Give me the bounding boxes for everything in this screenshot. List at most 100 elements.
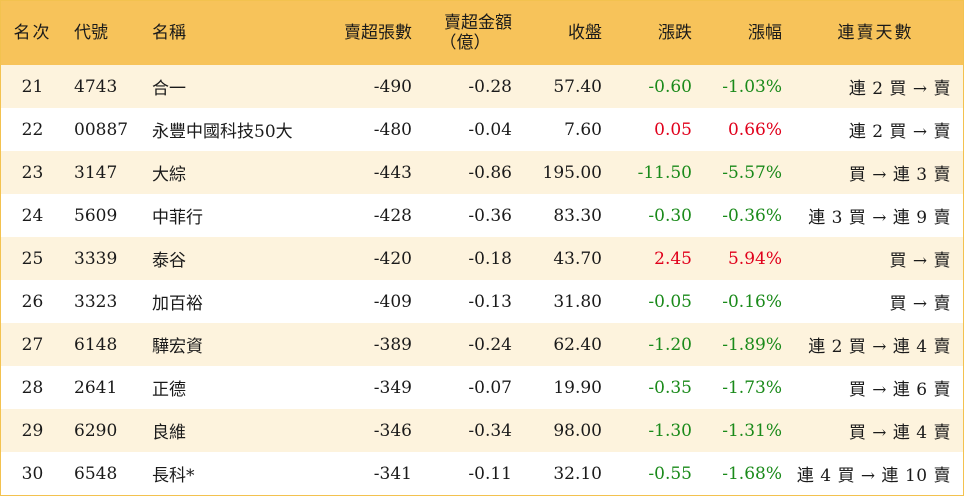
cell-change-pct: -1.73%	[722, 377, 782, 398]
cell-change: -1.20	[648, 334, 692, 355]
cell-name: 良維	[152, 423, 186, 443]
header-name: 名稱	[152, 23, 186, 43]
cell-streak: 買 → 賣	[889, 294, 951, 314]
table-row: 29 6290 良維 -346 -0.34 98.00 -1.30 -1.31% 買 → 連 4…	[1, 409, 963, 452]
cell-close: 7.60	[564, 119, 602, 140]
cell-rank: 22	[21, 119, 44, 140]
cell-net-sell-amount: -0.34	[468, 420, 512, 441]
header-net-sell-lots: 賣超張數	[344, 23, 412, 43]
cell-streak: 買 → 賣	[889, 251, 951, 271]
cell-change: -0.55	[648, 463, 692, 484]
cell-name: 合一	[152, 79, 186, 99]
table-row: 21 4743 合一 -490 -0.28 57.40 -0.60 -1.03% 連 2 買 →…	[1, 65, 963, 108]
cell-net-sell-amount: -0.86	[468, 162, 512, 183]
cell-streak: 買 → 連 6 賣	[848, 380, 951, 400]
cell-change-pct: -1.31%	[722, 420, 782, 441]
cell-net-sell-lots: -490	[373, 76, 412, 97]
cell-close: 19.90	[553, 377, 602, 398]
cell-net-sell-amount: -0.18	[468, 248, 512, 269]
cell-streak: 連 2 買 → 賣	[848, 79, 951, 99]
cell-change: -0.35	[648, 377, 692, 398]
header-change-pct: 漲幅	[748, 23, 782, 43]
cell-name: 正德	[152, 380, 186, 400]
cell-name: 加百裕	[152, 294, 203, 314]
cell-change: -1.30	[648, 420, 692, 441]
cell-net-sell-lots: -389	[373, 334, 412, 355]
cell-streak: 連 3 買 → 連 9 賣	[808, 208, 951, 228]
cell-change: -0.30	[648, 205, 692, 226]
cell-change-pct: -0.36%	[722, 205, 782, 226]
cell-change-pct: -1.68%	[722, 463, 782, 484]
cell-change: -0.05	[648, 291, 692, 312]
cell-close: 62.40	[553, 334, 602, 355]
cell-change-pct: -0.16%	[722, 291, 782, 312]
cell-rank: 26	[21, 291, 44, 312]
table-row: 24 5609 中菲行 -428 -0.36 83.30 -0.30 -0.36% 連 3 買 …	[1, 194, 963, 237]
cell-close: 32.10	[553, 463, 602, 484]
cell-code: 6148	[74, 334, 118, 355]
table-row: 22 00887 永豐中國科技50大 -480 -0.04 7.60 0.05 0.66% 連 …	[1, 108, 963, 151]
cell-net-sell-amount: -0.13	[468, 291, 512, 312]
cell-net-sell-lots: -409	[373, 291, 412, 312]
cell-rank: 21	[21, 76, 44, 97]
cell-name: 中菲行	[152, 208, 203, 228]
cell-close: 31.80	[553, 291, 602, 312]
cell-net-sell-amount: -0.04	[468, 119, 512, 140]
cell-streak: 連 2 買 → 連 4 賣	[808, 337, 951, 357]
cell-net-sell-amount: -0.11	[468, 463, 512, 484]
cell-net-sell-lots: -349	[373, 377, 412, 398]
cell-rank: 28	[21, 377, 44, 398]
table-row: 28 2641 正德 -349 -0.07 19.90 -0.35 -1.73% 買 → 連 6…	[1, 366, 963, 409]
cell-net-sell-amount: -0.24	[468, 334, 512, 355]
cell-code: 3147	[74, 162, 118, 183]
cell-streak: 買 → 連 3 賣	[848, 165, 951, 185]
table-row: 27 6148 驊宏資 -389 -0.24 62.40 -1.20 -1.89% 連 2 買 …	[1, 323, 963, 366]
cell-change: -0.60	[648, 76, 692, 97]
cell-close: 83.30	[553, 205, 602, 226]
header-streak: 連賣天數	[837, 23, 914, 43]
cell-code: 4743	[74, 76, 118, 97]
cell-change-pct: 0.66%	[727, 119, 782, 140]
cell-rank: 30	[21, 463, 44, 484]
header-close: 收盤	[568, 23, 602, 43]
cell-change-pct: -1.89%	[722, 334, 782, 355]
cell-code: 3323	[74, 291, 118, 312]
cell-streak: 連 2 買 → 賣	[848, 122, 951, 142]
cell-change-pct: -1.03%	[722, 76, 782, 97]
cell-rank: 25	[21, 248, 44, 269]
cell-net-sell-lots: -346	[373, 420, 412, 441]
cell-close: 98.00	[553, 420, 602, 441]
table-row: 26 3323 加百裕 -409 -0.13 31.80 -0.05 -0.16% 買 → 賣	[1, 280, 963, 323]
header-net-sell-amount: 賣超金額 （億）	[418, 1, 518, 65]
cell-code: 5609	[74, 205, 118, 226]
cell-streak: 連 4 買 → 連 10 賣	[796, 466, 951, 486]
cell-net-sell-amount: -0.28	[468, 76, 512, 97]
table-row: 25 3339 泰谷 -420 -0.18 43.70 2.45 5.94% 買 → 賣	[1, 237, 963, 280]
cell-net-sell-lots: -480	[373, 119, 412, 140]
cell-name: 長科*	[152, 466, 195, 486]
cell-name: 泰谷	[152, 251, 186, 271]
cell-code: 2641	[74, 377, 118, 398]
cell-rank: 24	[21, 205, 44, 226]
cell-change: -11.50	[637, 162, 692, 183]
header-code: 代號	[74, 23, 108, 43]
cell-net-sell-lots: -420	[373, 248, 412, 269]
cell-code: 6290	[74, 420, 118, 441]
header-rank: 名次	[13, 23, 52, 43]
cell-name: 永豐中國科技50大	[152, 122, 293, 142]
header-row: 名次 代號 名稱 賣超張數 賣超金額 （億） 收盤 漲跌 漲幅 連賣天數	[1, 1, 963, 65]
header-change: 漲跌	[658, 23, 692, 43]
cell-rank: 23	[21, 162, 44, 183]
cell-rank: 27	[21, 334, 44, 355]
cell-net-sell-lots: -428	[373, 205, 412, 226]
cell-change: 0.05	[654, 119, 692, 140]
cell-net-sell-amount: -0.36	[468, 205, 512, 226]
cell-rank: 29	[21, 420, 44, 441]
table-header: 名次 代號 名稱 賣超張數 賣超金額 （億） 收盤 漲跌 漲幅 連賣天數	[1, 1, 963, 65]
cell-close: 195.00	[542, 162, 602, 183]
cell-change-pct: -5.57%	[722, 162, 782, 183]
header-net-sell-amount-line1: 賣超金額	[444, 13, 512, 33]
cell-change: 2.45	[654, 248, 692, 269]
